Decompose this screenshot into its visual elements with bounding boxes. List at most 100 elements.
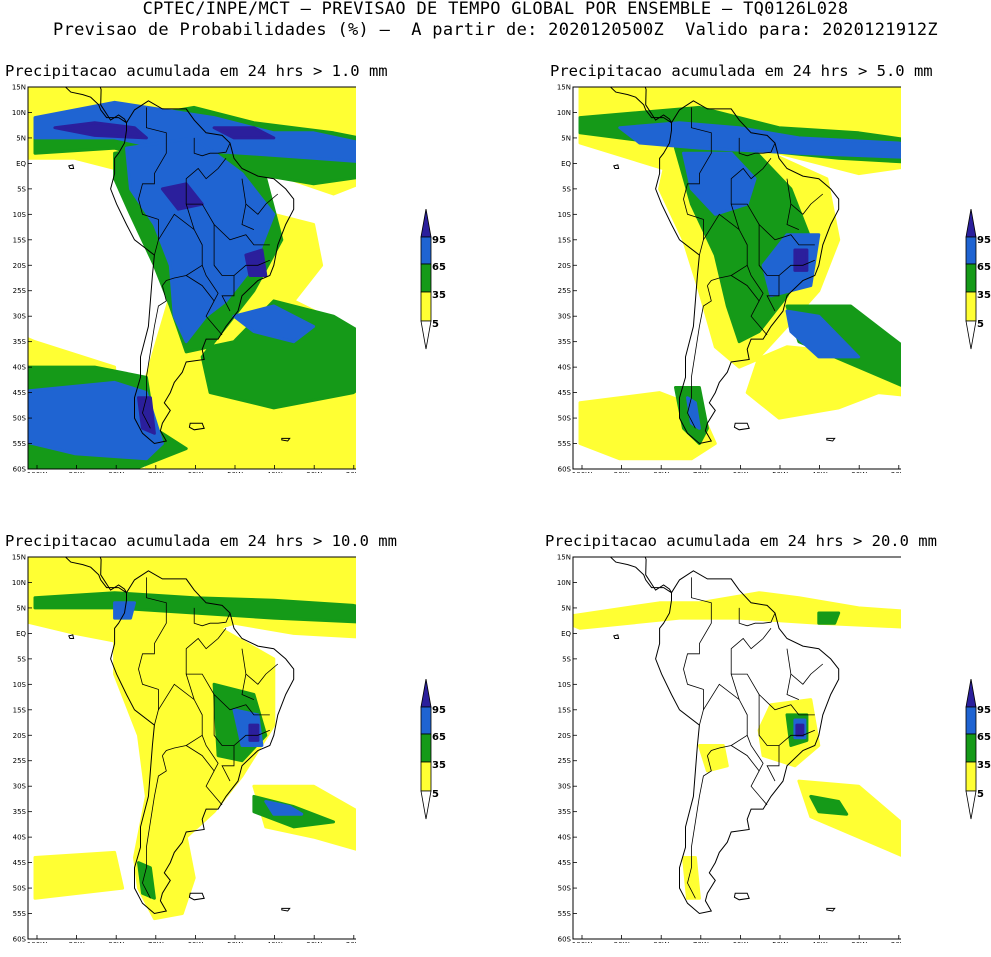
map-frame [572,86,901,470]
map-panel-1mm: 15N 10N 5N EQ 5S 10S 15S 20S 25S 30S 35S 40S 45S 50S 5… [2,84,356,473]
latitude-label: 10S [13,681,27,689]
country-border [683,577,712,726]
longitude-label: 100W [572,941,592,943]
probability-area-blue [785,309,861,359]
country-border [158,213,203,286]
latitude-label: 20S [13,732,27,740]
longitude-label: 40W [812,941,828,943]
latitude-label: 40S [13,834,27,842]
map-svg: 15N 10N 5N EQ 5S 10S 15S 20S 25S 30S 35S 40S 45S 50S 5… [557,554,901,944]
colorbar-swatch-navy [420,208,432,238]
latitude-label: 20S [13,262,27,270]
colorbar-swatch-yellow [965,761,977,792]
south-georgia [281,907,291,912]
latitude-label: 15S [558,236,572,244]
colorbar-label: 35 [977,760,991,771]
panel-title-1mm: Precipitacao acumulada em 24 hrs > 1.0 m… [5,62,388,80]
latitude-label: 15N [557,554,571,562]
latitude-label: 35S [558,338,572,346]
country-border [185,673,270,716]
latitude-label: 5S [17,655,26,663]
country-border [730,203,815,246]
central-america-coastline [64,557,127,594]
colorbar-label: 35 [977,290,991,301]
country-border [786,178,824,215]
south-america-coastline [110,100,295,445]
header-line-2: Previsao de Probabilidades (%) — A parti… [53,20,938,40]
colorbar-label: 65 [432,262,446,273]
colorbar-label: 65 [977,262,991,273]
central-america-coastline [609,557,672,594]
probability-area-yellow [33,850,125,900]
country-border [730,673,815,716]
probability-area-navy [212,126,276,140]
map-frame [27,86,356,470]
longitude-label: 90W [614,471,630,473]
latitude-label: EQ [16,160,26,168]
country-border [193,137,231,157]
country-border [786,648,824,685]
country-border [158,683,203,756]
latitude-label: 35S [558,808,572,816]
map-panel-5mm: 15N 10N 5N EQ 5S 10S 15S 20S 25S 30S 35S 40S 45S 50S 5… [547,84,901,473]
latitude-label: 5N [16,604,26,612]
latitude-label: 40S [558,364,572,372]
longitude-label: 100W [27,941,47,943]
colorbar-swatch-blue [965,236,977,265]
country-border [730,265,764,302]
country-border [241,178,279,215]
longitude-label: 80W [108,941,124,943]
colorbar-swatch-yellow [420,761,432,792]
latitude-label: 45S [558,389,572,397]
galapagos-islands [613,164,620,169]
country-border [221,745,235,782]
longitude-label: 90W [69,471,85,473]
country-border [142,755,167,899]
longitude-label: 20W [891,471,901,473]
latitude-label: 25S [13,757,27,765]
latitude-label: 55S [558,440,572,448]
south-america-coastline [655,100,840,445]
country-border [766,745,780,782]
country-border [241,648,279,685]
probability-area-blue [232,304,316,344]
colorbar-swatch-yellow [420,291,432,322]
latitude-label: 10N [12,109,26,117]
longitude-label: 60W [732,941,748,943]
country-border [703,683,748,756]
colorbar-label: 95 [977,235,991,246]
latitude-label: 5N [561,134,571,142]
map-panel-20mm: 15N 10N 5N EQ 5S 10S 15S 20S 25S 30S 35S 40S 45S 50S 5… [547,554,901,943]
colorbar-swatch-green [420,263,432,293]
latitude-label: 60S [558,936,572,944]
longitude-label: 70W [148,471,164,473]
latitude-label: 45S [13,389,27,397]
latitude-label: 15S [13,706,27,714]
colorbar-label: 65 [977,732,991,743]
colorbar-svg: 95 65 35 5 [420,208,446,350]
latitude-label: 20S [558,262,572,270]
colorbar-label: 65 [432,732,446,743]
latitude-label: 40S [13,364,27,372]
colorbar-svg: 95 65 35 5 [965,208,991,350]
falkland-islands [733,892,750,901]
latitude-label: 10S [558,681,572,689]
latitude-label: 5S [562,655,571,663]
longitude-label: 50W [227,941,243,943]
latitude-label: 35S [13,338,27,346]
colorbar-label: 95 [432,235,446,246]
latitude-label: 50S [13,885,27,893]
longitude-label: 70W [693,471,709,473]
country-border [786,204,800,230]
latitude-label: 40S [558,834,572,842]
longitude-label: 50W [772,941,788,943]
falkland-islands [733,422,750,431]
country-border [142,285,167,429]
latitude-label: 15S [558,706,572,714]
falkland-islands [188,892,205,901]
probability-area-green [817,611,841,625]
latitude-label: 55S [13,910,27,918]
latitude-label: 5S [562,185,571,193]
country-border [185,735,219,772]
latitude-label: 15N [12,84,26,92]
